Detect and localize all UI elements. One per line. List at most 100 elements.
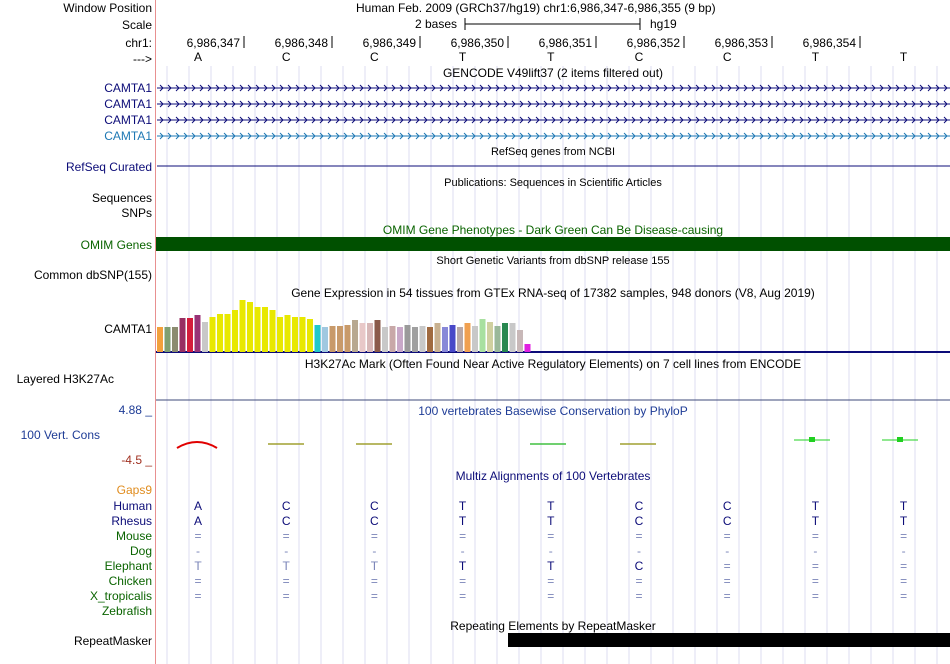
ruler-position-label: 6,986,348 — [274, 36, 328, 50]
base-letter: C — [634, 50, 644, 64]
phylop-title: 100 vertebrates Basewise Conservation by… — [418, 404, 688, 418]
alignment-base: T — [458, 559, 467, 573]
ruler-position-label: 6,986,350 — [450, 36, 504, 50]
gtex-bar — [269, 310, 276, 352]
alignment-base: - — [460, 544, 465, 558]
gtex-bar — [367, 323, 373, 352]
gtex-bar — [404, 325, 411, 352]
alignment-base: = — [723, 559, 731, 573]
species-label[interactable]: Elephant — [104, 559, 152, 573]
strand-arrows — [159, 132, 948, 140]
species-label[interactable]: Rhesus — [111, 514, 152, 528]
alignment-base: = — [459, 589, 467, 603]
gtex-bar — [337, 326, 343, 352]
alignment-base: - — [813, 544, 818, 558]
window-position-label: Window Position — [63, 1, 152, 15]
phylop-max-label: 4.88 _ — [118, 403, 152, 417]
species-label[interactable]: Zebrafish — [101, 604, 152, 618]
gtex-bar — [502, 323, 508, 352]
species-label[interactable]: Dog — [129, 544, 152, 558]
alignment-base: = — [811, 559, 819, 573]
alignment-base: T — [899, 499, 908, 513]
alignment-base: = — [547, 574, 555, 588]
alignment-base: = — [723, 529, 731, 543]
gencode-item-1[interactable]: CAMTA1 — [104, 81, 152, 95]
omim-title: OMIM Gene Phenotypes - Dark Green Can Be… — [382, 223, 724, 237]
alignment-base: = — [723, 574, 731, 588]
refseq-label[interactable]: RefSeq Curated — [65, 160, 152, 174]
alignment-base: T — [458, 514, 467, 528]
gencode-item-4[interactable]: CAMTA1 — [104, 129, 152, 143]
gtex-bar — [194, 315, 201, 352]
alignment-base: = — [811, 574, 819, 588]
alignment-base: - — [284, 544, 289, 558]
species-label[interactable]: Chicken — [108, 574, 152, 588]
gtex-bar — [292, 317, 298, 352]
alignment-base: C — [634, 514, 644, 528]
gtex-bar — [524, 344, 531, 352]
repeat-feature-bar[interactable] — [508, 633, 950, 647]
gtex-bar — [307, 319, 313, 352]
gtex-bar — [299, 317, 306, 352]
gaps-label[interactable]: Gaps9 — [116, 483, 152, 497]
alignment-base: C — [281, 499, 291, 513]
snps-label[interactable]: SNPs — [121, 206, 152, 220]
gtex-bar — [172, 327, 178, 352]
gtex-bar — [179, 318, 186, 352]
phylop-mark — [897, 437, 903, 442]
alignment-base: = — [194, 589, 202, 603]
gtex-bar — [247, 302, 253, 352]
species-label[interactable]: Human — [113, 499, 152, 513]
omim-feature-bar[interactable] — [156, 237, 950, 251]
ruler-position-label: 6,986,353 — [714, 36, 768, 50]
alignment-base: = — [547, 589, 555, 603]
gtex-bar — [359, 323, 366, 352]
chrom-label: chr1: — [125, 36, 152, 50]
ruler-position-label: 6,986,351 — [538, 36, 592, 50]
gtex-bar — [412, 327, 418, 352]
gtex-bar — [157, 327, 163, 352]
phylop-min-label: -4.5 _ — [121, 453, 152, 467]
sequences-label[interactable]: Sequences — [91, 191, 152, 205]
omim-label[interactable]: OMIM Genes — [80, 238, 152, 252]
alignment-base: = — [282, 589, 290, 603]
gencode-item-3[interactable]: CAMTA1 — [104, 113, 152, 127]
gtex-bar — [427, 327, 433, 352]
repeat-label[interactable]: RepeatMasker — [73, 634, 152, 648]
alignment-base: = — [900, 559, 908, 573]
alignment-base: = — [370, 574, 378, 588]
strand-arrows — [159, 116, 948, 124]
alignment-base: = — [900, 529, 908, 543]
alignment-base: - — [548, 544, 553, 558]
alignment-base: C — [634, 559, 644, 573]
phylop-mark — [809, 437, 815, 442]
gencode-item-2[interactable]: CAMTA1 — [104, 97, 152, 111]
window-position-value: Human Feb. 2009 (GRCh37/hg19) chr1:6,986… — [356, 1, 716, 15]
alignment-base: = — [547, 529, 555, 543]
alignment-base: = — [370, 589, 378, 603]
gtex-title: Gene Expression in 54 tissues from GTEx … — [291, 286, 815, 300]
alignment-base: = — [635, 589, 643, 603]
strand-arrows — [159, 100, 948, 108]
gtex-bar — [479, 319, 486, 352]
base-letter: T — [547, 50, 555, 64]
gtex-bar — [187, 318, 193, 352]
dbsnp-label[interactable]: Common dbSNP(155) — [33, 268, 152, 282]
alignment-base: = — [635, 529, 643, 543]
base-letter: C — [722, 50, 732, 64]
base-letter: T — [458, 50, 467, 64]
ruler-position-label: 6,986,347 — [186, 36, 240, 50]
h3k27ac-label[interactable]: Layered H3K27Ac — [16, 372, 114, 386]
alignment-base: T — [194, 559, 202, 573]
gtex-bar — [239, 300, 246, 352]
alignment-base: C — [634, 499, 644, 513]
phylop-label[interactable]: 100 Vert. Cons — [20, 428, 100, 442]
gtex-label[interactable]: CAMTA1 — [104, 322, 152, 336]
gtex-bar — [449, 325, 456, 352]
species-label[interactable]: Mouse — [115, 529, 152, 543]
gtex-bar — [224, 314, 231, 352]
species-label[interactable]: X_tropicalis — [89, 589, 152, 603]
scale-assembly: hg19 — [650, 17, 677, 31]
repeat-title: Repeating Elements by RepeatMasker — [450, 619, 656, 633]
alignment-base: - — [901, 544, 906, 558]
